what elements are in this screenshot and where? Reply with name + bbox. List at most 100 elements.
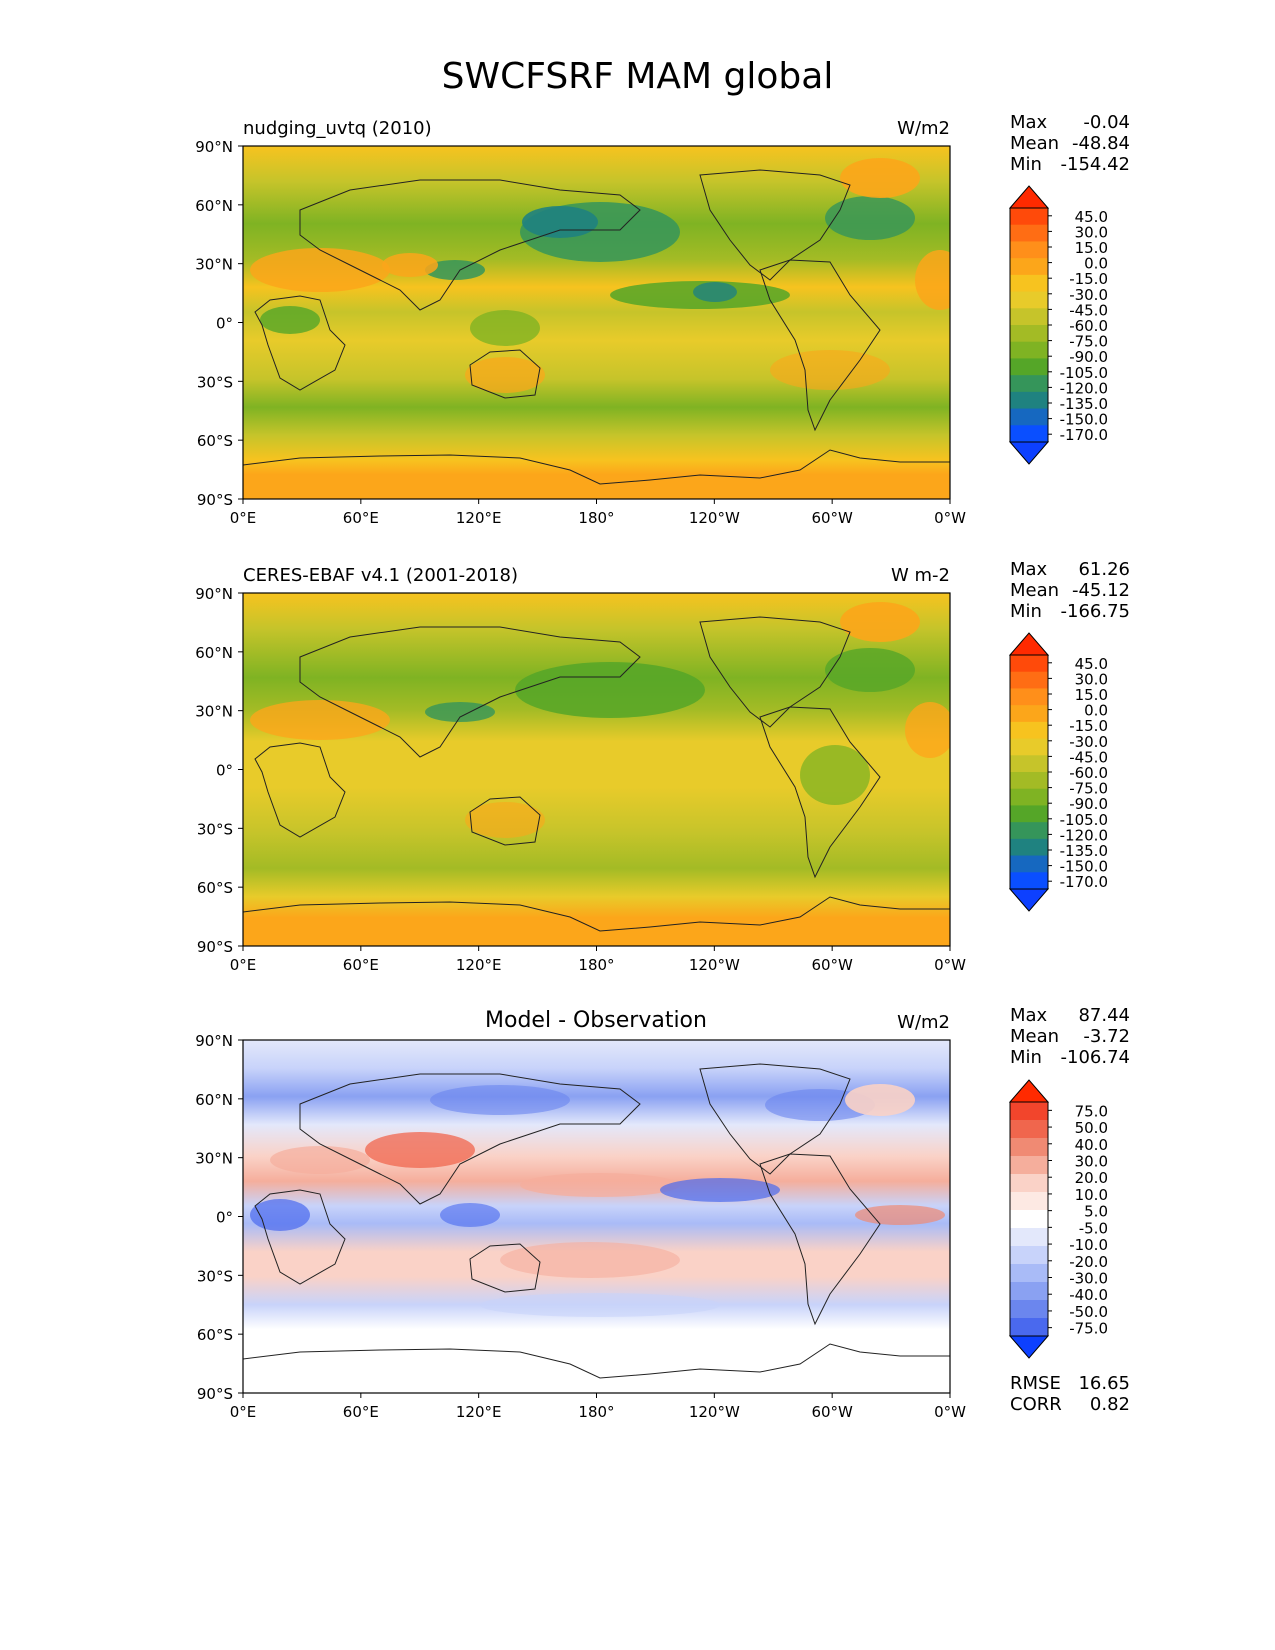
lon-tick-label: 120°W — [689, 1403, 740, 1421]
colorbar-segment — [1010, 408, 1048, 426]
colorbar-label: -45.0 — [1069, 301, 1108, 319]
lat-tick-label: 90°N — [195, 138, 233, 156]
colorbar-label: -135.0 — [1060, 842, 1108, 860]
colorbar-segment — [1010, 358, 1048, 376]
colorbar-segment — [1010, 1282, 1048, 1301]
page-title: SWCFSRF MAM global — [441, 56, 834, 97]
colorbar-label: -75.0 — [1069, 1320, 1108, 1338]
colorbar-segment — [1010, 375, 1048, 393]
colorbar-layer: 45.030.015.00.0-15.0-30.0-45.0-60.0-75.0… — [1008, 185, 1108, 1359]
lat-tick-label: 0° — [216, 315, 233, 333]
panel-observation: CERES-EBAF v4.1 (2001-2018) W m-2 — [242, 565, 951, 947]
lat-tick-label: 90°S — [197, 938, 233, 956]
lon-tick-label: 0°W — [934, 956, 966, 974]
colorbar-label: -30.0 — [1069, 1270, 1108, 1288]
colorbar-label: 75.0 — [1075, 1102, 1108, 1120]
colorbar-segment — [1010, 291, 1048, 309]
colorbar-extend-min — [1008, 1335, 1050, 1359]
lon-tick-label: 0°E — [230, 1403, 257, 1421]
lon-tick-label: 120°E — [456, 509, 502, 527]
colorbar-segment — [1010, 1300, 1048, 1319]
lon-tick-label: 0°W — [934, 509, 966, 527]
colorbar-label: 30.0 — [1075, 223, 1108, 241]
panel-units: W/m2 — [897, 118, 950, 139]
stat-value: 16.65 — [1078, 1373, 1130, 1394]
map-field — [243, 146, 950, 499]
panel-center-title: Model - Observation — [485, 1008, 707, 1033]
lon-tick-label: 180° — [578, 956, 614, 974]
colorbar-label: 40.0 — [1075, 1136, 1108, 1154]
colorbar-segment — [1010, 855, 1048, 873]
colorbar-label: -90.0 — [1069, 348, 1108, 366]
lon-tick-label: 60°E — [343, 1403, 379, 1421]
stat-label: Mean — [1010, 580, 1059, 601]
colorbar-extend-min — [1008, 888, 1050, 912]
stat-label: Max — [1010, 112, 1048, 133]
colorbar-label: -150.0 — [1060, 858, 1108, 876]
colorbar-label: -105.0 — [1060, 811, 1108, 829]
colorbar-segment — [1010, 705, 1048, 723]
stat-value: -45.12 — [1072, 580, 1130, 601]
lon-tick-label: 120°W — [689, 956, 740, 974]
colorbar-segment — [1010, 1120, 1048, 1139]
colorbar-segment — [1010, 208, 1048, 226]
stats-layer: Max -0.04 Mean -48.84 Min -154.42 Max 61.26 Mean… — [1010, 112, 1130, 1415]
stat-label: RMSE — [1010, 1373, 1061, 1394]
stat-label: Max — [1010, 1005, 1048, 1026]
map-field — [243, 1040, 950, 1393]
lon-tick-label: 180° — [578, 1403, 614, 1421]
stat-value: -48.84 — [1072, 133, 1130, 154]
lat-tick-label: 60°N — [195, 197, 233, 215]
colorbar-segment — [1010, 258, 1048, 276]
colorbar-segment — [1010, 788, 1048, 806]
colorbar-label: 15.0 — [1075, 686, 1108, 704]
panel-model: nudging_uvtq (2010) W/m2 — [242, 118, 951, 500]
map-field — [243, 593, 950, 946]
lat-tick-label: 30°S — [197, 820, 233, 838]
panel-left-title: nudging_uvtq (2010) — [243, 118, 432, 139]
colorbar-label: 50.0 — [1075, 1119, 1108, 1137]
colorbar-label: 20.0 — [1075, 1169, 1108, 1187]
colorbar-segment — [1010, 688, 1048, 706]
colorbar-label: -15.0 — [1069, 717, 1108, 735]
lon-tick-label: 60°E — [343, 956, 379, 974]
colorbar-label: -45.0 — [1069, 748, 1108, 766]
colorbar-segment — [1010, 1102, 1048, 1121]
colorbar-label: -120.0 — [1060, 826, 1108, 844]
colorbar-segment — [1010, 224, 1048, 242]
stat-value: -166.75 — [1061, 601, 1130, 622]
lon-tick-label: 60°W — [811, 1403, 853, 1421]
stat-label: Max — [1010, 559, 1048, 580]
lat-tick-label: 30°S — [197, 1267, 233, 1285]
lon-tick-label: 120°W — [689, 509, 740, 527]
colorbar-label: -120.0 — [1060, 379, 1108, 397]
panel-units: W m-2 — [891, 565, 950, 586]
stat-label: Mean — [1010, 133, 1059, 154]
lat-tick-label: 60°S — [197, 879, 233, 897]
colorbar-label: 10.0 — [1075, 1186, 1108, 1204]
stat-value: 61.26 — [1078, 559, 1130, 580]
colorbar-label: 5.0 — [1084, 1203, 1108, 1221]
axes-layer: 90°N60°N30°N0°30°S60°S90°S0°E 60°E 120°E 18… — [195, 138, 966, 1421]
lat-tick-label: 0° — [216, 1209, 233, 1227]
lat-tick-label: 0° — [216, 762, 233, 780]
lat-tick-label: 90°N — [195, 585, 233, 603]
colorbar-segment — [1010, 671, 1048, 689]
colorbar-segment — [1010, 325, 1048, 343]
lon-tick-label: 60°W — [811, 509, 853, 527]
colorbar-segment — [1010, 1264, 1048, 1283]
stat-value: -154.42 — [1061, 154, 1130, 175]
colorbar-label: 30.0 — [1075, 1153, 1108, 1171]
stat-value: 0.82 — [1090, 1394, 1130, 1415]
colorbar-segment — [1010, 1138, 1048, 1157]
colorbar-label: -30.0 — [1069, 286, 1108, 304]
lon-tick-label: 0°W — [934, 1403, 966, 1421]
colorbar-segment — [1010, 1228, 1048, 1247]
stat-label: Min — [1010, 601, 1042, 622]
lon-tick-label: 0°E — [230, 956, 257, 974]
colorbar-extend-min — [1008, 441, 1050, 465]
panel-left-title: CERES-EBAF v4.1 (2001-2018) — [243, 565, 518, 586]
colorbar-label: -30.0 — [1069, 733, 1108, 751]
colorbar-extend-max — [1008, 1079, 1050, 1103]
